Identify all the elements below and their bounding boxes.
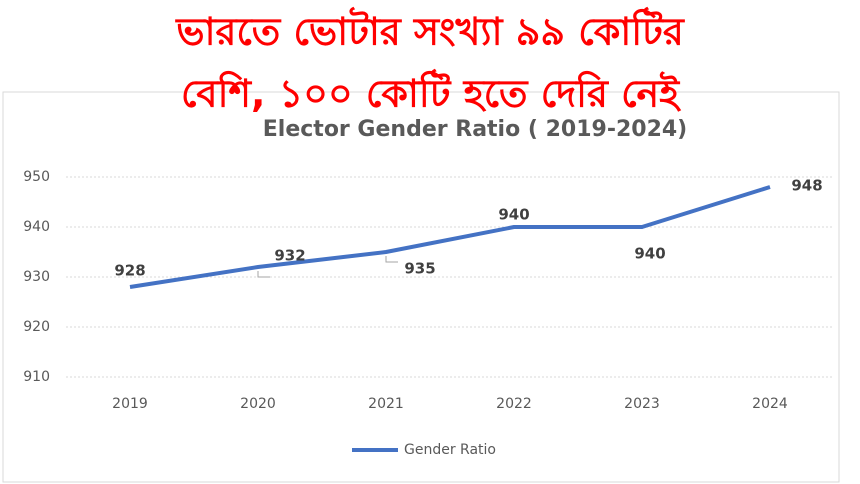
data-label: 928	[114, 262, 145, 280]
legend-label: Gender Ratio	[404, 442, 496, 458]
x-tick-label: 2020	[240, 396, 276, 412]
headline: ভারতে ভোটার সংখ্যা ৯৯ কোটির	[174, 7, 685, 54]
data-label: 940	[634, 245, 665, 263]
y-tick-label: 930	[23, 269, 50, 285]
data-line	[129, 185, 771, 289]
x-tick-label: 2023	[624, 396, 660, 412]
y-tick-label: 920	[23, 319, 50, 335]
leader-line	[385, 256, 398, 263]
x-tick-label: 2021	[368, 396, 404, 412]
chart-frame	[2, 91, 840, 483]
data-label: 935	[404, 260, 435, 278]
x-tick-label: 2024	[752, 396, 788, 412]
y-tick-label: 940	[23, 219, 50, 235]
headline: বেশি, ১০০ কোটি হতে দেরি নেই	[181, 69, 681, 116]
x-tick-label: 2019	[112, 396, 148, 412]
x-tick-label: 2022	[496, 396, 532, 412]
y-tick-label: 950	[23, 169, 50, 185]
chart-title: Elector Gender Ratio ( 2019-2024)	[263, 117, 687, 142]
data-label: 940	[498, 206, 529, 224]
data-label: 932	[274, 247, 305, 265]
leader-line	[257, 271, 270, 278]
data-label: 948	[791, 177, 822, 195]
y-tick-label: 910	[23, 369, 50, 385]
